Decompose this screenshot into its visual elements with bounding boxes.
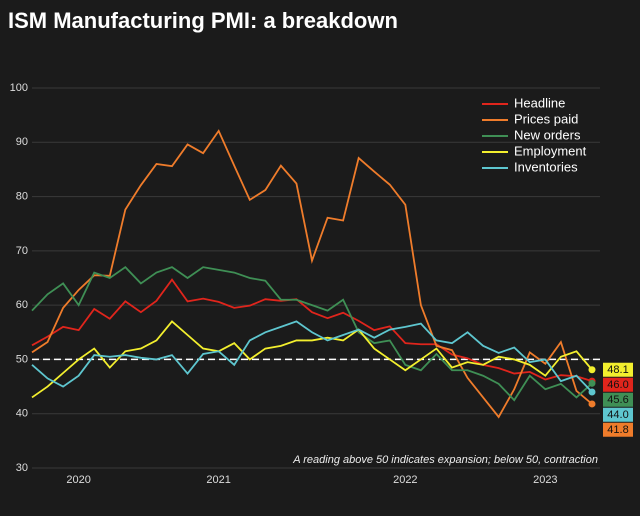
- series-line: [31, 320, 593, 399]
- end-label: 46.0: [607, 379, 628, 391]
- y-tick-label: 50: [16, 353, 28, 365]
- end-label-box: [603, 362, 633, 377]
- end-dot: [588, 366, 596, 374]
- y-tick-label: 80: [16, 190, 28, 202]
- end-dot: [588, 379, 596, 387]
- x-tick-label: 2023: [533, 474, 557, 486]
- legend-label: Inventories: [514, 159, 578, 174]
- x-tick-label: 2021: [206, 474, 230, 486]
- y-tick-label: 40: [16, 408, 28, 420]
- x-tick-label: 2020: [66, 474, 90, 486]
- x-tick-label: 2022: [393, 474, 417, 486]
- series-line: [31, 278, 593, 383]
- end-dot: [588, 400, 596, 408]
- end-label: 48.1: [607, 364, 628, 376]
- end-dot: [588, 388, 596, 396]
- y-tick-label: 30: [16, 462, 28, 474]
- y-tick-label: 100: [10, 82, 28, 94]
- end-label-box: [603, 407, 633, 422]
- legend-label: New orders: [514, 127, 581, 142]
- series-line: [31, 265, 593, 402]
- y-tick-label: 90: [16, 136, 28, 148]
- y-tick-label: 70: [16, 245, 28, 257]
- legend-label: Headline: [514, 95, 565, 110]
- end-label: 45.6: [607, 394, 628, 406]
- chart-title: ISM Manufacturing PMI: a breakdown: [8, 8, 398, 33]
- legend-label: Employment: [514, 143, 587, 158]
- end-label-box: [603, 392, 633, 407]
- legend-label: Prices paid: [514, 111, 578, 126]
- end-label: 41.8: [607, 424, 628, 436]
- end-label-box: [603, 377, 633, 392]
- y-tick-label: 60: [16, 299, 28, 311]
- end-label: 44.0: [607, 409, 628, 421]
- end-label-box: [603, 422, 633, 437]
- series-line: [31, 129, 593, 419]
- annotation: A reading above 50 indicates expansion; …: [292, 454, 598, 466]
- series-line: [31, 320, 593, 393]
